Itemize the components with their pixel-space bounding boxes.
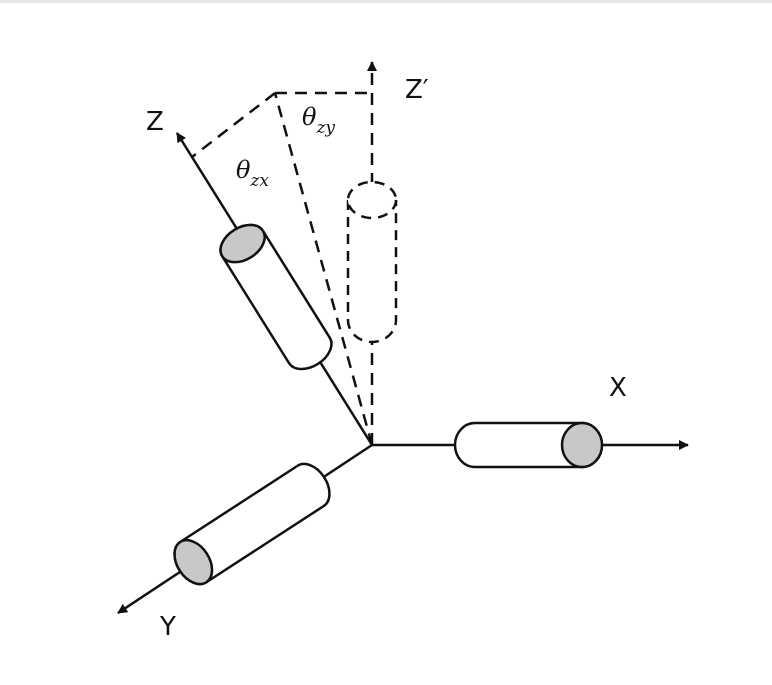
y-cylinder <box>173 462 331 586</box>
z-prime-axis-label: Z′ <box>405 75 429 105</box>
angle-zy-subscript: zy <box>315 118 335 138</box>
z-axis-label: Z <box>146 107 164 137</box>
y-axis-label: Y <box>159 612 176 642</box>
x-cylinder <box>453 421 604 469</box>
angle-zy-symbol: θ <box>302 103 317 131</box>
projection-line-origin <box>273 92 374 446</box>
angle-zx-label: θzx <box>236 156 269 191</box>
angle-zx-symbol: θ <box>236 156 251 184</box>
z-prime-cylinder <box>346 180 398 344</box>
angle-zy-label: θzy <box>302 103 335 138</box>
angle-zx-subscript: zx <box>249 171 269 191</box>
projection-line-to-z <box>191 92 276 158</box>
z-cylinder <box>219 223 333 371</box>
x-axis-label: X <box>609 373 627 403</box>
top-border <box>0 0 772 3</box>
